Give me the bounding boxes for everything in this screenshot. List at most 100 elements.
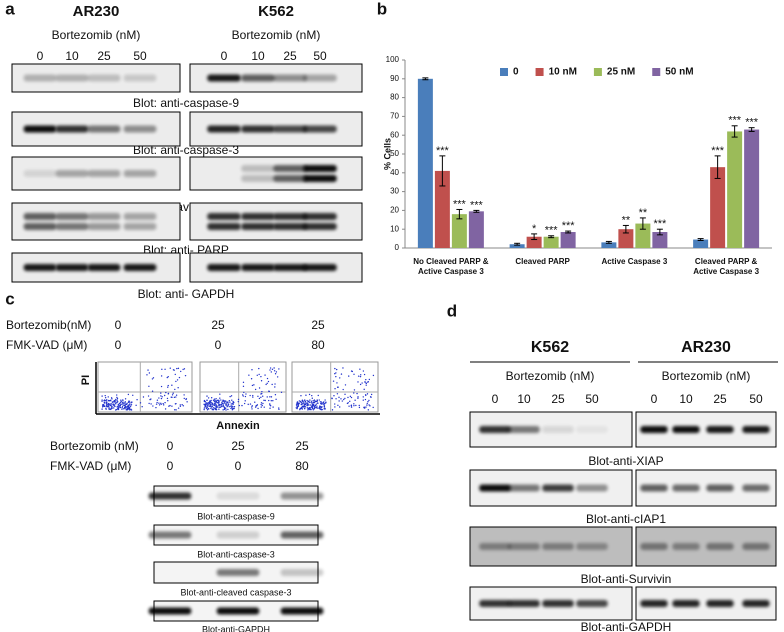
flow-dot xyxy=(323,403,325,405)
blot-band xyxy=(672,543,700,550)
significance-label: *** xyxy=(545,225,559,237)
flow-dot xyxy=(266,377,269,380)
blot-label: Blot-anti-GAPDH xyxy=(581,620,672,632)
flow-dot xyxy=(278,408,280,411)
flow-dot xyxy=(128,406,131,408)
flow-dot xyxy=(323,401,325,403)
flow-dot xyxy=(348,405,350,407)
blot-band xyxy=(576,484,608,492)
flow-dot xyxy=(117,403,120,406)
flow-dot xyxy=(278,368,280,370)
flow-dot xyxy=(302,401,304,403)
blot-band xyxy=(216,607,260,615)
flow-dot xyxy=(216,405,218,407)
flow-dot xyxy=(372,374,375,377)
treatment-label: FMK-VAD (μM) xyxy=(6,338,87,352)
flow-dot xyxy=(218,400,220,402)
legend-swatch xyxy=(500,68,508,76)
bar xyxy=(509,244,525,248)
significance-label: *** xyxy=(653,218,667,230)
blot-band xyxy=(87,223,121,230)
flow-dot xyxy=(349,400,351,403)
flow-dot xyxy=(110,403,113,405)
flow-dot xyxy=(107,402,110,405)
flow-dot xyxy=(242,395,244,397)
flow-dot xyxy=(111,405,113,408)
y-tick-label: 40 xyxy=(390,168,399,177)
dose-label: 10 xyxy=(251,49,265,63)
flow-dot xyxy=(309,404,312,406)
flow-dot xyxy=(128,400,131,403)
flow-dot xyxy=(214,399,216,401)
flow-dot xyxy=(183,368,186,370)
bar xyxy=(652,232,668,248)
flow-dot xyxy=(183,397,185,400)
flow-dot xyxy=(127,393,130,396)
flow-dot xyxy=(353,389,356,391)
flow-dot xyxy=(300,395,302,397)
blot-band xyxy=(241,175,275,182)
flow-dot xyxy=(244,395,247,398)
y-tick-label: 100 xyxy=(386,55,400,64)
y-tick-label: 10 xyxy=(390,224,399,233)
flow-dot xyxy=(128,402,131,404)
x-tick-line: No Cleaved PARP & xyxy=(413,257,489,266)
flow-dot xyxy=(310,408,312,411)
flow-dot xyxy=(251,369,253,371)
flow-dot xyxy=(316,402,319,404)
blot-label: Blot-anti-cIAP1 xyxy=(586,512,666,526)
blot-band xyxy=(479,426,511,433)
blot-band xyxy=(706,543,734,550)
flow-dot xyxy=(139,402,142,404)
flow-dot xyxy=(319,401,322,403)
flow-dot xyxy=(237,398,240,401)
flow-dot xyxy=(270,396,273,398)
flow-dot xyxy=(365,406,367,408)
flow-dot xyxy=(148,385,150,387)
blot-frame xyxy=(189,202,363,241)
blot-band xyxy=(23,264,57,271)
flow-dot xyxy=(119,406,122,409)
flow-dot xyxy=(263,406,265,408)
flow-dot xyxy=(116,399,118,401)
flow-dot xyxy=(313,408,316,410)
flow-dot xyxy=(110,397,113,399)
flow-dot xyxy=(156,401,158,404)
x-tick-line: Cleaved PARP xyxy=(515,257,570,266)
flow-dot xyxy=(308,404,310,406)
flow-dot xyxy=(219,406,221,408)
blot-label: Blot: anti- GAPDH xyxy=(138,287,235,301)
flow-dot xyxy=(260,402,263,404)
legend-label: 10 nM xyxy=(549,67,577,78)
blot-band xyxy=(576,426,608,433)
flow-dot xyxy=(257,407,259,410)
flow-dot xyxy=(304,406,307,408)
flow-dot xyxy=(135,404,137,407)
flow-dot xyxy=(223,406,226,408)
flow-dot xyxy=(254,401,256,403)
significance-label: *** xyxy=(711,145,725,157)
treatment-label: FMK-VAD (μM) xyxy=(50,459,131,473)
flow-dot xyxy=(318,399,320,401)
x-tick-label: Cleaved PARP & Active Caspase 3 xyxy=(693,257,759,276)
flow-dot xyxy=(177,386,179,389)
flow-dot xyxy=(323,405,326,407)
blot-band xyxy=(241,264,275,271)
flow-dot xyxy=(253,384,255,386)
flow-dot xyxy=(203,403,205,406)
flow-dot xyxy=(365,378,367,381)
flow-dot xyxy=(186,401,188,403)
flow-dot xyxy=(269,367,272,369)
flow-dot xyxy=(127,408,129,410)
flow-dot xyxy=(243,391,245,394)
flow-dot xyxy=(213,398,216,400)
cell-line: K562 xyxy=(531,339,569,356)
treatment-label: Bortezomib (nM) xyxy=(506,369,595,383)
y-axis-label: % Cells xyxy=(382,138,392,170)
flow-dot xyxy=(271,383,273,386)
flow-dot xyxy=(350,396,353,399)
flow-dot xyxy=(321,406,323,408)
flow-dot xyxy=(311,405,313,407)
x-tick-line: Active Caspase 3 xyxy=(693,267,759,276)
flow-dot xyxy=(129,404,131,406)
